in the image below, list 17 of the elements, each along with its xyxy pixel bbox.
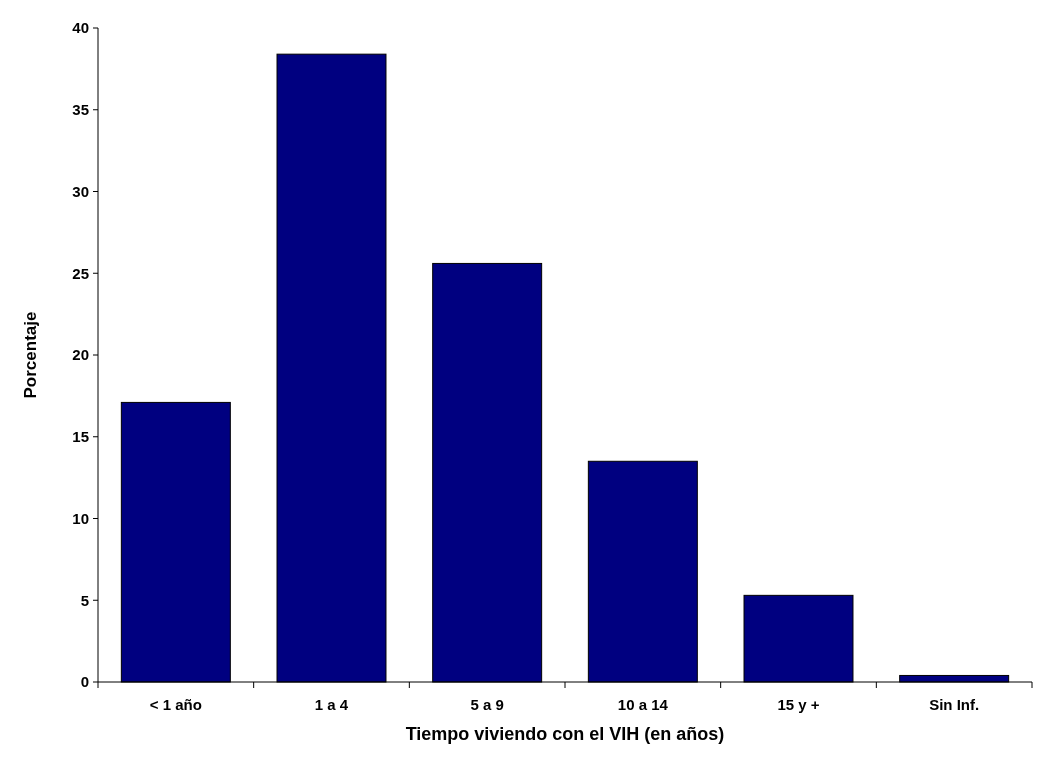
y-tick-label: 20 xyxy=(72,346,89,364)
x-tick-label: Sin Inf. xyxy=(929,696,980,713)
y-tick-label: 15 xyxy=(72,428,89,445)
y-tick-label: 5 xyxy=(80,591,89,609)
x-axis-title: Tiempo viviendo con el VIH (en años) xyxy=(405,724,725,744)
x-tick-label: < 1 año xyxy=(149,696,202,713)
y-tick-label: 30 xyxy=(72,182,89,200)
x-tick-label: 15 y + xyxy=(777,696,820,713)
x-tick-label: 1 a 4 xyxy=(314,696,349,713)
y-tick-label: 40 xyxy=(72,19,89,37)
y-tick-label: 10 xyxy=(72,509,89,527)
y-tick-label: 35 xyxy=(72,101,89,118)
x-tick-label: 10 a 14 xyxy=(617,696,669,713)
y-axis-title: Porcentaje xyxy=(21,311,40,399)
x-tick-label: 5 a 9 xyxy=(470,696,504,713)
y-tick-label: 25 xyxy=(72,264,89,282)
y-tick-label: 0 xyxy=(80,673,89,691)
